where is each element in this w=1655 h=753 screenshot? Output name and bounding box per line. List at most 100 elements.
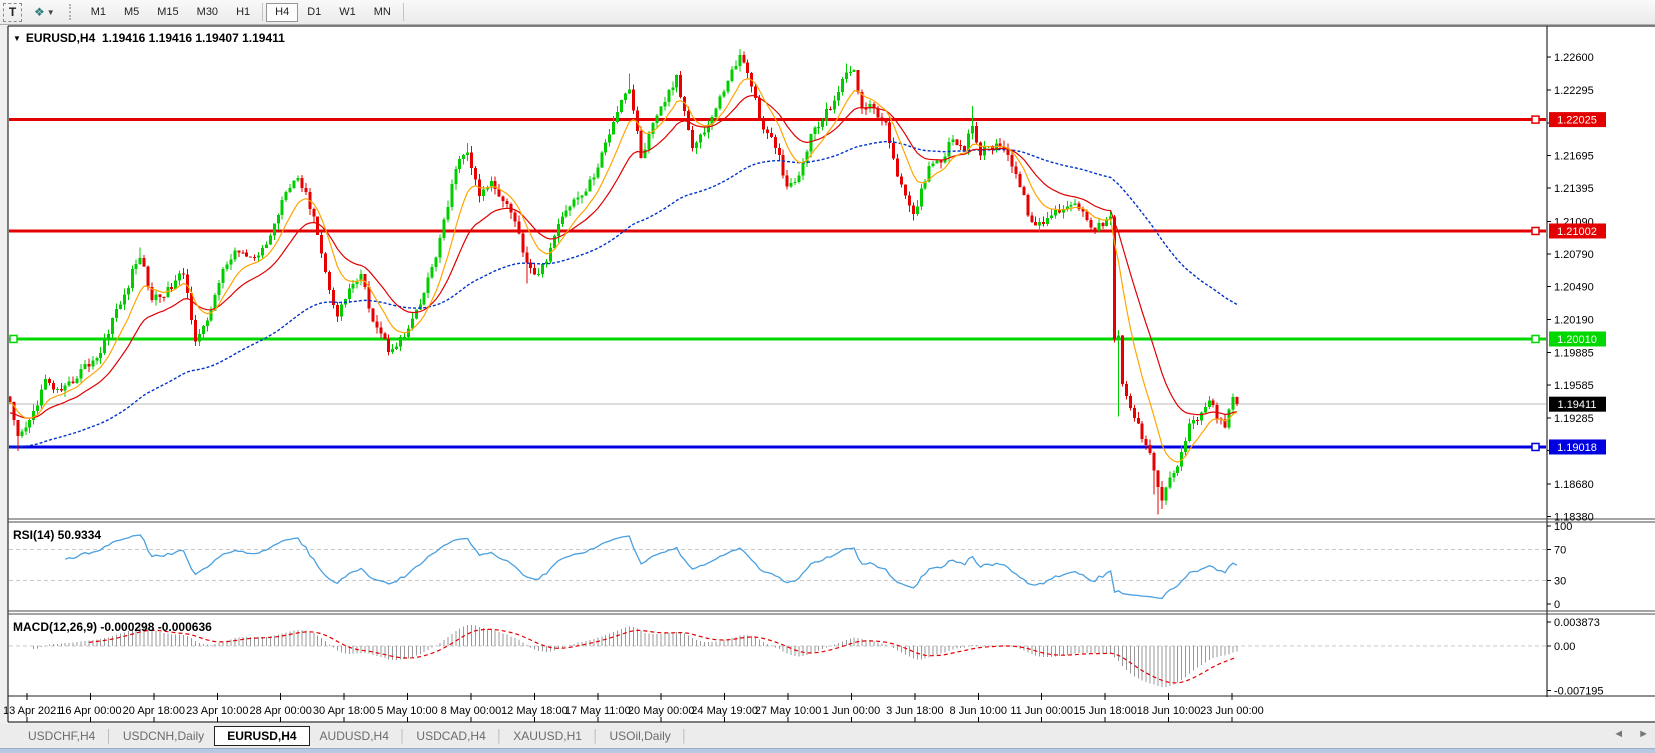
tab-divider: │ xyxy=(680,729,689,743)
rsi-line xyxy=(65,534,1238,600)
hline-resistance-2[interactable] xyxy=(9,226,1546,236)
tab-divider: │ xyxy=(495,729,504,743)
status-bar xyxy=(0,748,1655,753)
svg-text:28 Apr 00:00: 28 Apr 00:00 xyxy=(249,705,311,717)
svg-text:23 Apr 10:00: 23 Apr 10:00 xyxy=(186,705,248,717)
rsi-panel xyxy=(9,534,1546,600)
svg-text:1.19885: 1.19885 xyxy=(1554,348,1594,360)
toolbar-separator xyxy=(262,3,264,21)
svg-text:8 Jun 10:00: 8 Jun 10:00 xyxy=(950,705,1008,717)
svg-text:23 Jun 00:00: 23 Jun 00:00 xyxy=(1200,705,1264,717)
chart-tab-EURUSD-H4[interactable]: EURUSD,H4 xyxy=(214,726,310,746)
svg-text:1 Jun 00:00: 1 Jun 00:00 xyxy=(823,705,881,717)
toolbar-grip xyxy=(68,4,76,20)
svg-text:1.21002: 1.21002 xyxy=(1557,226,1597,238)
tab-divider: │ xyxy=(105,729,113,743)
svg-text:1.20790: 1.20790 xyxy=(1554,249,1594,261)
chart-tab-USDCNH-Daily[interactable]: USDCNH,Daily xyxy=(122,729,205,743)
svg-text:15 Jun 18:00: 15 Jun 18:00 xyxy=(1073,705,1137,717)
chart-tab-XAUUSD-H1[interactable]: XAUUSD,H1 xyxy=(513,729,582,743)
svg-text:1.20490: 1.20490 xyxy=(1554,282,1594,294)
svg-text:1.22295: 1.22295 xyxy=(1554,85,1594,97)
price-axis: 1.226001.222951.219951.216951.213951.210… xyxy=(1547,52,1594,523)
timeframe-button-M30[interactable]: M30 xyxy=(188,3,227,22)
text-tool-button[interactable]: T xyxy=(3,2,22,22)
ma-mid-line xyxy=(9,94,1238,419)
draw-tool-button[interactable]: ❖ ▼ xyxy=(30,3,59,22)
price-badge-1-19018: 1.19018 xyxy=(1549,439,1606,455)
timeframe-group: M1 M5 M15 M30 H1 H4 D1 W1 MN xyxy=(82,2,400,22)
svg-text:30 Apr 18:00: 30 Apr 18:00 xyxy=(313,705,375,717)
svg-text:20 May 00:00: 20 May 00:00 xyxy=(628,705,695,717)
chart-tab-USDCHF-H4[interactable]: USDCHF,H4 xyxy=(28,729,96,743)
timeframe-button-W1[interactable]: W1 xyxy=(330,3,365,22)
svg-text:1.19411: 1.19411 xyxy=(1558,399,1597,411)
rsi-axis: 100 70 30 0 xyxy=(1547,521,1572,611)
svg-text:17 May 11:00: 17 May 11:00 xyxy=(565,705,631,717)
rsi-label: RSI(14) 50.9334 xyxy=(13,528,102,542)
chart-tab-bar: USDCHF,H4 │ USDCNH,Daily EURUSD,H4 AUDUSD,H4… xyxy=(0,724,1655,748)
hline-resistance-1[interactable] xyxy=(9,115,1546,124)
svg-text:1.22600: 1.22600 xyxy=(1554,52,1594,64)
svg-text:3 Jun 18:00: 3 Jun 18:00 xyxy=(886,705,944,717)
toolbar-separator xyxy=(402,3,404,21)
tab-divider: │ xyxy=(591,729,600,743)
timeframe-button-H1[interactable]: H1 xyxy=(227,3,259,22)
ma-fast-line xyxy=(9,77,1238,463)
chart-tab-USOil-Daily[interactable]: USOil,Daily xyxy=(609,729,671,743)
svg-text:1.18380: 1.18380 xyxy=(1554,511,1594,523)
svg-text:1.19018: 1.19018 xyxy=(1557,442,1597,454)
svg-text:1.19585: 1.19585 xyxy=(1554,380,1594,392)
price-badge-1-22025: 1.22025 xyxy=(1549,112,1606,128)
chart-window-background xyxy=(8,26,1655,722)
chart-tab-USDCAD-H4[interactable]: USDCAD,H4 xyxy=(416,729,486,743)
ma-slow-line xyxy=(9,140,1238,449)
chart-symbol: EURUSD,H4 xyxy=(25,31,96,45)
svg-text:16 Apr 00:00: 16 Apr 00:00 xyxy=(59,705,121,717)
macd-histogram xyxy=(33,624,1238,687)
svg-text:0: 0 xyxy=(1554,599,1560,611)
tab-divider: │ xyxy=(398,729,407,743)
svg-text:30: 30 xyxy=(1554,576,1566,588)
draw-tool-icon: ❖ xyxy=(34,5,45,19)
svg-text:1.19285: 1.19285 xyxy=(1554,413,1594,425)
timeframe-button-H4[interactable]: H4 xyxy=(266,2,299,22)
timeframe-button-M1[interactable]: M1 xyxy=(82,3,115,22)
symbol-dropdown-icon[interactable]: ▼ xyxy=(13,34,21,43)
timeframe-button-M5[interactable]: M5 xyxy=(115,3,148,22)
timeframe-button-D1[interactable]: D1 xyxy=(298,3,330,22)
svg-text:11 Jun 00:00: 11 Jun 00:00 xyxy=(1010,705,1073,717)
svg-text:27 May 10:00: 27 May 10:00 xyxy=(755,705,822,717)
tab-scroll-right-icon[interactable]: ► xyxy=(1638,728,1649,740)
svg-text:1.18680: 1.18680 xyxy=(1554,479,1594,491)
price-badge-1-19411: 1.19411 xyxy=(1549,396,1606,412)
tab-scroll-left-icon[interactable]: ◄ xyxy=(1613,728,1625,740)
svg-text:1.21695: 1.21695 xyxy=(1554,151,1594,163)
toolbar: T ❖ ▼ M1 M5 M15 M30 H1 H4 D1 W1 MN xyxy=(0,0,1655,25)
macd-panel xyxy=(9,624,1546,687)
svg-text:100: 100 xyxy=(1554,521,1572,533)
svg-text:0.00: 0.00 xyxy=(1554,641,1575,653)
panel-borders xyxy=(7,25,1655,723)
svg-text:20 Apr 18:00: 20 Apr 18:00 xyxy=(123,705,185,717)
hline-support-blue[interactable] xyxy=(9,442,1546,452)
timeframe-button-M15[interactable]: M15 xyxy=(148,3,187,22)
timeframe-button-MN[interactable]: MN xyxy=(365,3,400,22)
svg-text:13 Apr 2021: 13 Apr 2021 xyxy=(3,705,62,717)
svg-text:1.22025: 1.22025 xyxy=(1557,115,1597,127)
svg-text:8 May 00:00: 8 May 00:00 xyxy=(441,705,502,717)
chart-title: ▼ EURUSD,H4 1.19416 1.19416 1.19407 1.194… xyxy=(13,31,285,45)
tab-scroll-arrows: ◄ ► xyxy=(1613,727,1649,741)
chart-ohlc: 1.19416 1.19416 1.19407 1.19411 xyxy=(101,31,285,45)
chart-tab-AUDUSD-H4[interactable]: AUDUSD,H4 xyxy=(319,729,389,743)
svg-text:1.21395: 1.21395 xyxy=(1554,183,1594,195)
moving-averages xyxy=(9,77,1238,463)
svg-text:1.20010: 1.20010 xyxy=(1557,334,1597,346)
chevron-down-icon: ▼ xyxy=(46,7,55,17)
svg-text:70: 70 xyxy=(1554,544,1566,556)
svg-text:12 May 18:00: 12 May 18:00 xyxy=(501,705,568,717)
price-badge-1-20010: 1.20010 xyxy=(1549,331,1606,347)
candlestick-series xyxy=(9,48,1239,515)
